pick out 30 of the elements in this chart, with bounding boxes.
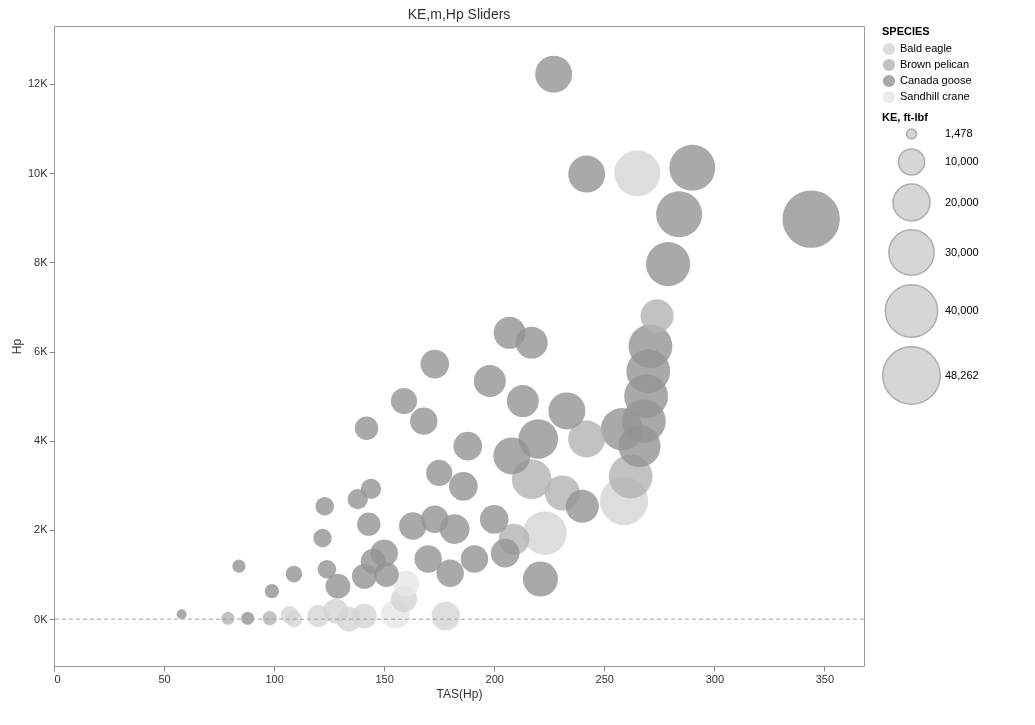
y-tick-label: 4K [34, 434, 49, 447]
x-tick-label: 0 [54, 672, 61, 685]
legend-label: Sandhill crane [900, 90, 970, 102]
legend-label: Bald eagle [900, 42, 952, 54]
legend-title: SPECIES [882, 25, 930, 37]
x-tick-label: 100 [265, 672, 284, 685]
x-tick-label: 350 [815, 672, 835, 685]
text: KE, ft-lbf [882, 111, 929, 123]
legend-label: 30,000 [945, 245, 979, 258]
y-axis-title: Hp [9, 338, 24, 355]
chart-title: KE,m,Hp Sliders [407, 6, 511, 22]
legend-label: 10,000 [945, 155, 979, 167]
x-tick-label: 150 [375, 672, 394, 685]
legend-label: 40,000 [945, 304, 979, 316]
x-tick-label: 50 [158, 672, 171, 685]
y-tick-label: 0K [34, 612, 49, 625]
legend-label: 48,262 [945, 368, 979, 381]
x-tick-label: 200 [485, 672, 504, 685]
legend-label: 20,000 [945, 195, 979, 208]
y-tick-label: 10K [27, 166, 49, 179]
x-axis-title: TAS(Hp) [436, 686, 483, 701]
x-tick-label: 250 [595, 672, 614, 685]
x-tick-label: 300 [705, 672, 725, 685]
y-tick-label: 12K [27, 77, 49, 90]
legend-label: Canada goose [900, 74, 972, 86]
y-tick-label: 2K [34, 523, 49, 536]
legend-label: Brown pelican [900, 58, 970, 70]
y-tick-label: 6K [34, 345, 49, 358]
y-tick-label: 8K [34, 255, 49, 268]
legend-label: 1,478 [945, 127, 973, 139]
